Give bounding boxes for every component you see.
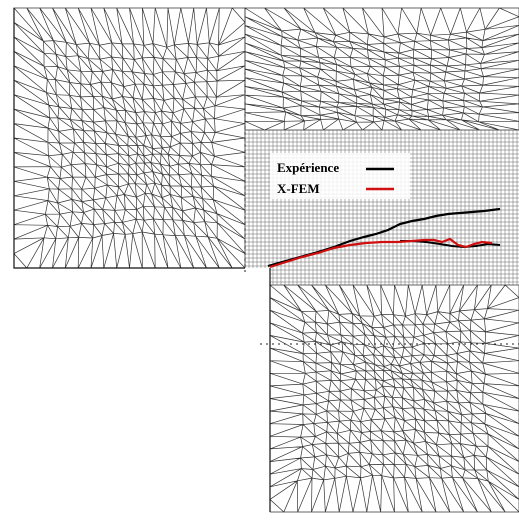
finite-element-mesh (13, 7, 519, 513)
legend-label-experience: Expérience (277, 160, 339, 175)
crack-paths (267, 207, 501, 269)
mesh-block (13, 7, 246, 269)
mesh-block (243, 7, 519, 131)
empty-region (0, 268, 270, 520)
mesh-block (269, 284, 519, 513)
legend: Expérience X-FEM (270, 153, 410, 199)
specimen-outline (13, 8, 519, 512)
xfem-crack-path (269, 237, 493, 269)
legend-background (270, 153, 410, 199)
legend-label-xfem: X-FEM (277, 181, 320, 196)
